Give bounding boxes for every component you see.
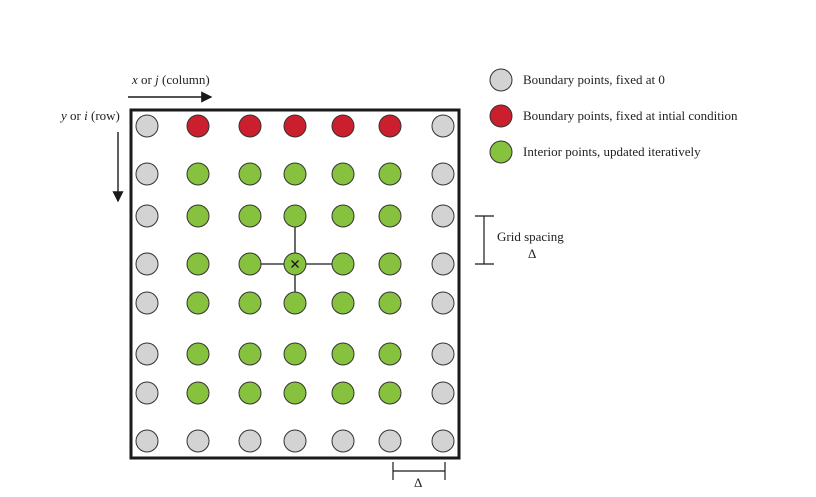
grid-point-interior-r6-c2 bbox=[238, 381, 262, 405]
y-axis-idx: i bbox=[84, 108, 88, 123]
grid-point-boundary-ic-r0-c2 bbox=[238, 114, 262, 138]
grid-point-interior-r2-c4 bbox=[331, 204, 355, 228]
legend: Boundary points, fixed at 0 Boundary poin… bbox=[489, 68, 738, 164]
grid-point-interior-r2-c5 bbox=[378, 204, 402, 228]
grid-point-interior-r2-c2 bbox=[238, 204, 262, 228]
grid-point-boundary-zero-r4-c6 bbox=[431, 291, 455, 315]
y-axis-label: y or i (row) bbox=[59, 108, 120, 123]
legend-label-boundary-ic: Boundary points, fixed at intial conditi… bbox=[523, 108, 738, 123]
grid-point-boundary-ic-r0-c4 bbox=[331, 114, 355, 138]
grid-point-boundary-zero-r3-c0 bbox=[135, 252, 159, 276]
grid-point-interior-r6-c5 bbox=[378, 381, 402, 405]
grid-point-interior-r3-c1 bbox=[186, 252, 210, 276]
grid-point-interior-r6-c3 bbox=[283, 381, 307, 405]
grid-point-interior-r6-c4 bbox=[331, 381, 355, 405]
grid-point-boundary-zero-r7-c5 bbox=[378, 429, 402, 453]
grid-point-interior-r5-c2 bbox=[238, 342, 262, 366]
x-axis-var: x bbox=[131, 72, 138, 87]
horizontal-spacing-delta: Δ bbox=[414, 475, 422, 490]
grid-point-interior-r5-c4 bbox=[331, 342, 355, 366]
grid-point-interior-r2-c3 bbox=[283, 204, 307, 228]
grid-point-boundary-ic-r0-c3 bbox=[283, 114, 307, 138]
x-axis-idx: j bbox=[153, 72, 159, 87]
grid-point-boundary-zero-r1-c6 bbox=[431, 162, 455, 186]
grid-point-interior-r6-c1 bbox=[186, 381, 210, 405]
grid-point-interior-r4-c2 bbox=[238, 291, 262, 315]
y-axis-or: or bbox=[67, 108, 84, 123]
legend-swatch-boundary-ic bbox=[489, 104, 513, 128]
grid-point-boundary-zero-r5-c0 bbox=[135, 342, 159, 366]
grid-point-boundary-zero-r7-c0 bbox=[135, 429, 159, 453]
horizontal-spacing-annotation: Δ bbox=[392, 462, 446, 490]
grid-point-interior-r1-c3 bbox=[283, 162, 307, 186]
grid-frame bbox=[129, 108, 461, 460]
grid-point-boundary-zero-r1-c0 bbox=[135, 162, 159, 186]
grid-point-boundary-zero-r0-c6 bbox=[431, 114, 455, 138]
grid-spacing-delta: Δ bbox=[528, 246, 536, 261]
stencil-center-marker bbox=[291, 260, 299, 268]
grid-point-boundary-zero-r6-c0 bbox=[135, 381, 159, 405]
grid-point-boundary-zero-r5-c6 bbox=[431, 342, 455, 366]
x-axis-rest: (column) bbox=[159, 72, 210, 87]
grid-point-interior-r1-c5 bbox=[378, 162, 402, 186]
grid-point-boundary-zero-r7-c1 bbox=[186, 429, 210, 453]
grid-spacing-annotation: Grid spacing Δ bbox=[475, 215, 564, 265]
legend-label-boundary-zero: Boundary points, fixed at 0 bbox=[523, 72, 665, 87]
x-axis-label: x or j (column) bbox=[131, 72, 210, 87]
grid-point-boundary-zero-r0-c0 bbox=[135, 114, 159, 138]
grid-point-interior-r5-c3 bbox=[283, 342, 307, 366]
y-axis-var: y bbox=[59, 108, 67, 123]
grid-point-interior-r1-c4 bbox=[331, 162, 355, 186]
grid-point-boundary-zero-r2-c0 bbox=[135, 204, 159, 228]
grid-point-interior-r3-c2 bbox=[238, 252, 262, 276]
grid-point-boundary-zero-r7-c2 bbox=[238, 429, 262, 453]
x-axis-or: or bbox=[138, 72, 155, 87]
grid-point-boundary-zero-r6-c6 bbox=[431, 381, 455, 405]
grid-point-interior-r4-c5 bbox=[378, 291, 402, 315]
grid-point-interior-r3-c4 bbox=[331, 252, 355, 276]
grid-spacing-label: Grid spacing bbox=[497, 229, 564, 244]
grid-point-interior-r5-c1 bbox=[186, 342, 210, 366]
grid-point-interior-r4-c4 bbox=[331, 291, 355, 315]
grid-point-interior-r2-c1 bbox=[186, 204, 210, 228]
legend-swatch-boundary-zero bbox=[489, 68, 513, 92]
grid-point-boundary-zero-r7-c3 bbox=[283, 429, 307, 453]
grid-point-boundary-zero-r3-c6 bbox=[431, 252, 455, 276]
grid-point-interior-r1-c2 bbox=[238, 162, 262, 186]
grid-point-interior-r5-c5 bbox=[378, 342, 402, 366]
center-x-stroke-1 bbox=[291, 260, 299, 268]
grid-point-interior-r1-c1 bbox=[186, 162, 210, 186]
grid-point-interior-r4-c3 bbox=[283, 291, 307, 315]
legend-label-interior: Interior points, updated iteratively bbox=[523, 144, 701, 159]
y-axis-rest: (row) bbox=[88, 108, 120, 123]
grid-point-interior-r3-c5 bbox=[378, 252, 402, 276]
grid-point-boundary-zero-r4-c0 bbox=[135, 291, 159, 315]
grid-point-boundary-zero-r2-c6 bbox=[431, 204, 455, 228]
grid-point-boundary-zero-r7-c6 bbox=[431, 429, 455, 453]
legend-swatch-interior bbox=[489, 140, 513, 164]
grid-point-boundary-ic-r0-c1 bbox=[186, 114, 210, 138]
grid-points bbox=[135, 114, 455, 453]
grid-point-interior-r4-c1 bbox=[186, 291, 210, 315]
grid-point-boundary-ic-r0-c5 bbox=[378, 114, 402, 138]
grid-point-boundary-zero-r7-c4 bbox=[331, 429, 355, 453]
